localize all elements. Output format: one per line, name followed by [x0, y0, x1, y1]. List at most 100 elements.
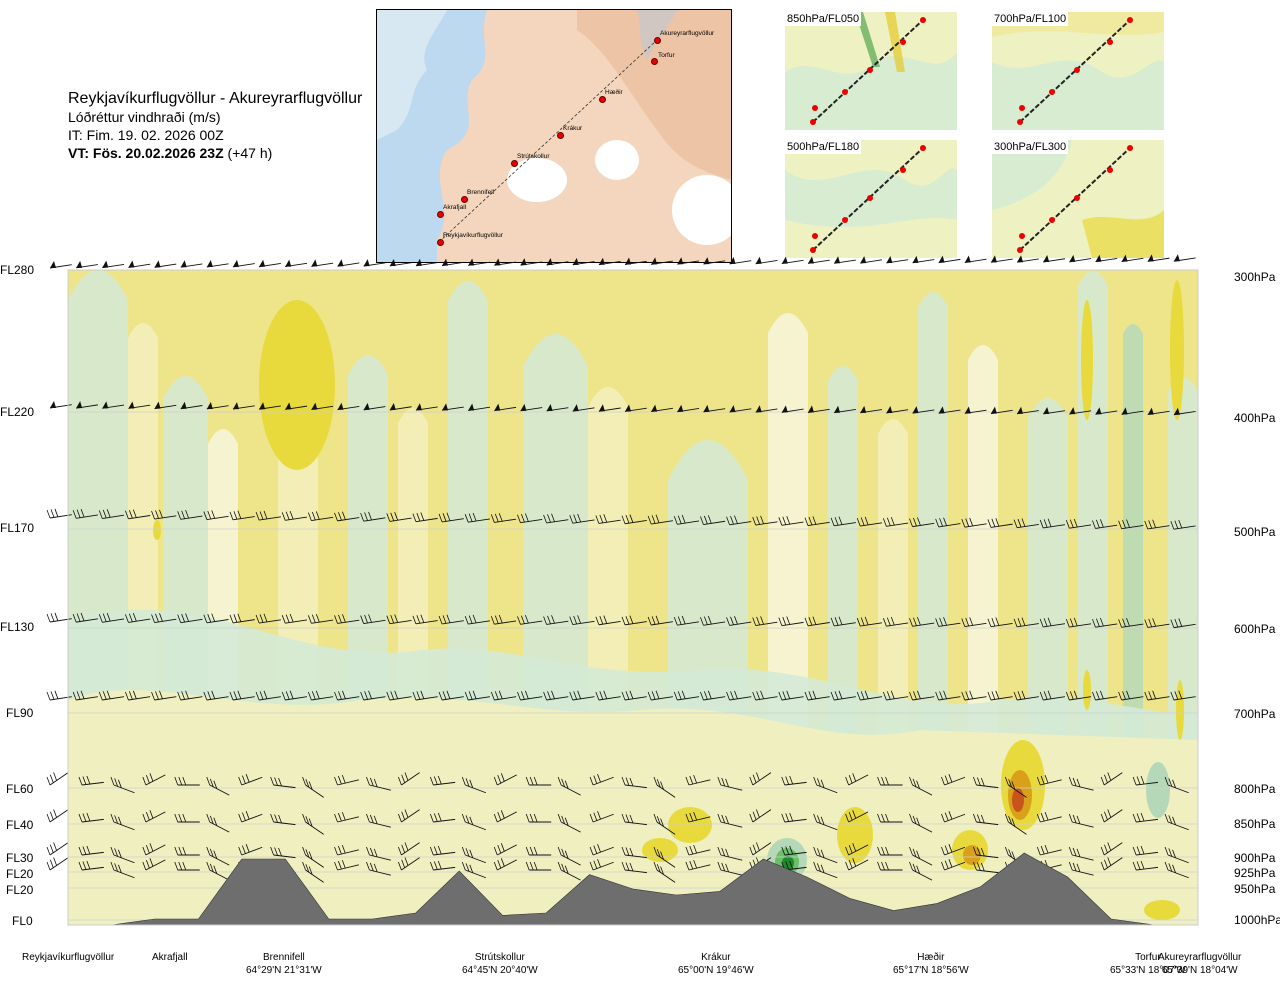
wind-barb	[1043, 255, 1066, 263]
wind-barb	[517, 513, 543, 524]
fl-label-0: FL0	[12, 914, 33, 928]
wind-barb	[98, 612, 125, 623]
wind-barb	[877, 861, 903, 871]
wind-barb	[494, 258, 517, 266]
wind-barb	[238, 844, 263, 856]
wind-barb	[151, 690, 177, 701]
plot-frame	[67, 269, 1199, 926]
wind-barb	[334, 690, 360, 701]
wind-barb	[229, 613, 255, 624]
wind-barb	[624, 404, 647, 412]
wind-cell	[963, 845, 981, 865]
wind-barb	[281, 690, 308, 701]
wind-barb	[1170, 618, 1196, 629]
wind-barb	[726, 690, 752, 701]
wind-barb	[882, 616, 909, 627]
wind-barb	[46, 809, 69, 823]
wind-barb	[415, 258, 438, 267]
wind-barb	[255, 613, 281, 624]
fl-label-130: FL130	[0, 620, 35, 634]
wind-barb	[334, 859, 359, 871]
inset-850hpa-map	[785, 12, 957, 130]
wind-barb	[398, 809, 420, 823]
wind-barb	[729, 405, 752, 413]
wind-barb	[1068, 846, 1094, 861]
wind-barb	[525, 813, 552, 823]
wind-barb	[438, 614, 464, 625]
wind-barb	[441, 403, 464, 411]
wind-barb	[307, 511, 334, 522]
p-label-850: 850hPa	[1234, 817, 1276, 831]
wind-barb	[517, 615, 543, 625]
wind-barb	[307, 613, 334, 624]
fl-label-20a: FL20	[6, 867, 34, 881]
wind-barb	[72, 508, 98, 519]
wind-barb	[102, 260, 125, 269]
wind-barb	[259, 259, 281, 268]
wind-barb	[525, 776, 552, 786]
wind-barb	[334, 811, 359, 823]
wind-barb	[1095, 407, 1118, 415]
p-label-700: 700hPa	[1234, 707, 1276, 721]
wind-barb	[429, 812, 456, 823]
wind-barb	[941, 844, 966, 856]
map-point-torfur	[651, 58, 658, 65]
x-label-reykjavik: Reykjavíkurflugvöllur	[22, 952, 115, 963]
fl-label-60: FL60	[6, 782, 34, 796]
valid-time-value: VT: Fös. 20.02.2026 23Z	[68, 145, 224, 161]
wind-barb	[685, 859, 711, 871]
wind-barb	[151, 509, 177, 520]
chart-subtitle: Lóðréttur vindhraði (m/s)	[68, 109, 221, 125]
wind-cell	[1144, 900, 1180, 920]
wind-barb	[1164, 861, 1189, 879]
map-point-brennifell	[461, 196, 468, 203]
wind-barb	[1016, 406, 1039, 415]
wind-barb	[589, 844, 614, 856]
wind-barb	[621, 776, 647, 789]
p-label-925: 925hPa	[1234, 866, 1276, 880]
wind-barb	[206, 776, 230, 796]
wind-barb	[307, 690, 334, 701]
wind-barb	[177, 613, 203, 624]
inset-500hpa-label: 500hPa/FL180	[785, 140, 862, 154]
wind-barb	[941, 859, 966, 871]
wind-barb	[804, 616, 830, 627]
low-level-updraft-layer	[68, 690, 1198, 925]
inset-500hpa: 500hPa/FL180	[785, 140, 957, 258]
x-coord-akureyri: 65°39'N 18°04'W	[1161, 965, 1238, 976]
wind-barb	[651, 257, 673, 265]
map-label-brennifell: Brennifell	[467, 189, 495, 196]
map-point-reykjavik	[437, 239, 444, 246]
x-name-strutskollur: Strútskollur	[474, 952, 525, 963]
wind-barb	[177, 509, 203, 520]
wind-barb	[572, 257, 595, 266]
wind-barb	[517, 690, 543, 701]
x-label-akureyri: Akureyrarflugvöllur 65°39'N 18°04'W	[1158, 951, 1241, 977]
wind-barb	[78, 775, 104, 786]
wind-barb	[1173, 254, 1196, 262]
wind-barb	[1147, 407, 1170, 416]
wind-barb	[653, 776, 676, 798]
wind-barb	[938, 406, 961, 414]
wind-barb	[468, 258, 491, 266]
wind-barb	[464, 614, 491, 625]
map-point-haedir	[599, 96, 606, 103]
wind-barb	[804, 690, 830, 701]
wind-barb	[386, 690, 412, 701]
valid-time: VT: Fös. 20.02.2026 23Z (+47 h)	[68, 144, 362, 162]
wind-cell	[153, 520, 161, 540]
wind-barb	[412, 614, 438, 625]
wind-barb	[46, 772, 69, 786]
wind-barb	[546, 403, 569, 412]
wind-barb	[935, 617, 961, 627]
wind-barb	[366, 776, 391, 791]
wind-barb	[1092, 690, 1118, 701]
wind-barb	[546, 258, 569, 266]
wind-barb	[830, 616, 856, 627]
wind-barb	[398, 857, 420, 871]
x-coord-brennifell: 64°29'N 21°31'W	[246, 965, 322, 976]
inset-300hpa-label: 300hPa/FL300	[992, 140, 1069, 154]
inset-850hpa: 850hPa/FL050	[785, 12, 957, 130]
wind-barb	[334, 614, 360, 624]
wind-barb	[1164, 776, 1189, 794]
